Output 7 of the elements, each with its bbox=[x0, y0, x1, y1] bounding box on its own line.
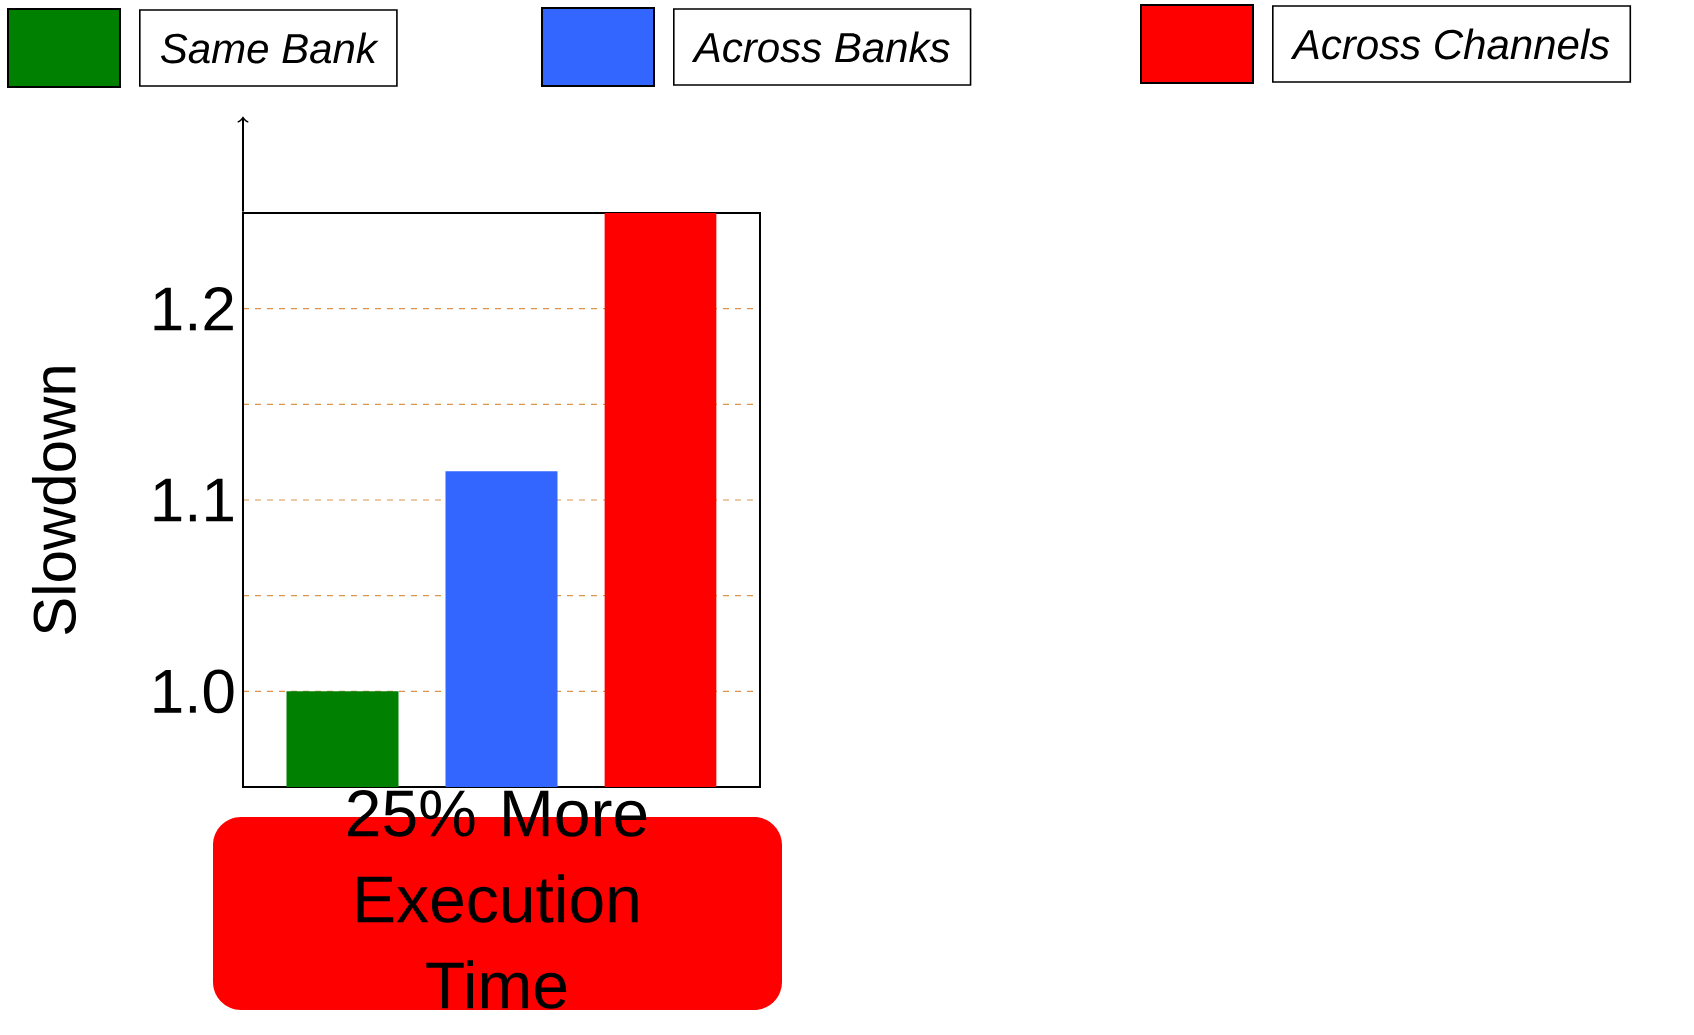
legend-label: Same Bank bbox=[161, 32, 379, 64]
y-tick-label: 1.0 bbox=[154, 669, 234, 714]
y-tick-label: 1.2 bbox=[154, 287, 233, 331]
y-tick-label: 1.1 bbox=[154, 478, 233, 522]
y-axis-title: Slowdown bbox=[31, 367, 77, 635]
legend-label: Across Channels bbox=[1290, 28, 1610, 60]
legend-label: Across Banks bbox=[691, 31, 950, 63]
